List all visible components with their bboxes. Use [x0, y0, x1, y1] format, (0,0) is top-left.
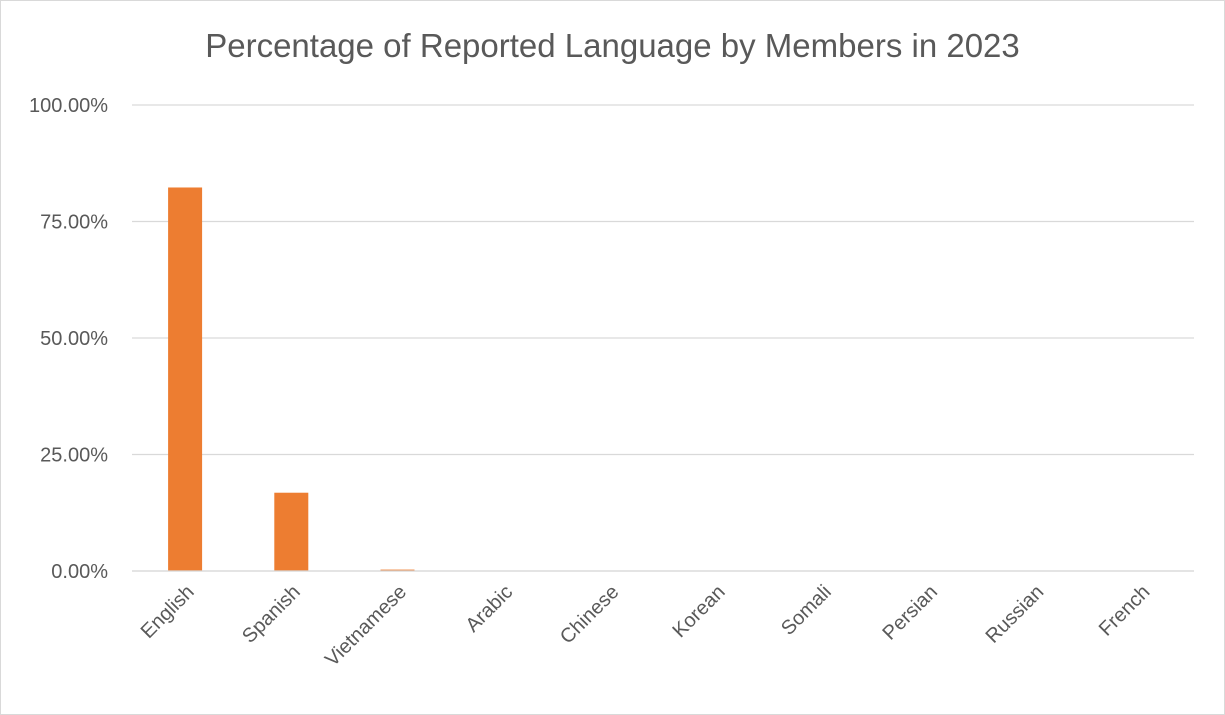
- x-tick-label: Korean: [668, 581, 729, 642]
- y-tick-label: 100.00%: [29, 95, 108, 117]
- x-tick-label: Spanish: [238, 581, 305, 648]
- x-tick-label: Vietnamese: [321, 581, 411, 671]
- y-tick-label: 25.00%: [40, 445, 108, 467]
- bar-vietnamese: [380, 569, 415, 571]
- bar-spanish: [274, 492, 309, 571]
- y-tick-label: 75.00%: [40, 212, 108, 234]
- y-tick-label: 0.00%: [51, 561, 108, 583]
- x-tick-label: French: [1095, 581, 1155, 641]
- x-tick-label: Arabic: [462, 581, 518, 637]
- x-tick-label: Persian: [879, 581, 943, 645]
- chart-title: Percentage of Reported Language by Membe…: [205, 27, 1020, 64]
- x-tick-label: English: [137, 581, 199, 643]
- x-tick-label: Chinese: [556, 581, 623, 648]
- x-tick-label: Russian: [982, 581, 1049, 648]
- bar-english: [168, 187, 203, 571]
- x-tick-label: Somali: [777, 581, 836, 640]
- y-tick-label: 50.00%: [40, 328, 108, 350]
